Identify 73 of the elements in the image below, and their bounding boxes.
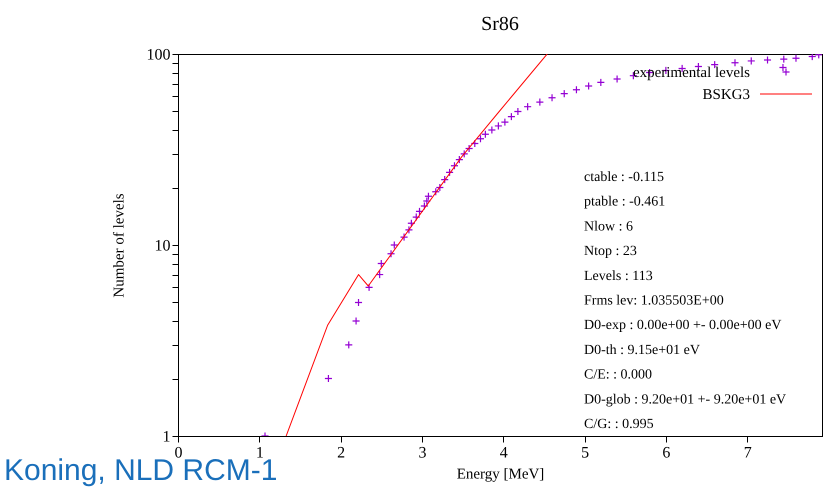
point [488,126,496,134]
line-series [286,54,548,436]
point [422,196,431,206]
x-tick-label: 1 [256,444,264,462]
annotation: Levels : 113 [584,268,653,284]
x-tick-label: 3 [418,444,426,462]
x-axis-title: Energy [MeV] [456,466,544,482]
point [386,250,396,258]
point [464,144,474,153]
point [460,150,468,158]
point [376,270,384,279]
annotation: ptable : -0.461 [584,194,666,210]
point [407,219,416,228]
point [747,56,756,66]
point [584,82,593,90]
annotation: Nlow : 6 [584,219,633,234]
point [324,374,333,383]
annotation: ctable : -0.115 [584,170,664,185]
point [494,122,503,130]
point [450,162,459,170]
point [476,134,485,143]
annotation: Ntop : 23 [584,244,637,260]
x-tick-label: 5 [581,444,590,462]
annotation: D0-exp : 0.00e+00 +- 0.00e+00 eV [584,318,782,334]
chart-title: Sr86 [481,13,519,35]
point [612,74,622,84]
x-tick-label: 2 [337,444,346,462]
point [780,54,788,64]
point [415,207,424,216]
point [792,54,800,62]
point [432,188,440,196]
y-tick-label: 100 [146,46,170,64]
annotation: D0-th : 9.15e+01 eV [584,342,700,358]
point [352,316,360,326]
annotation: D0-glob : 9.20e+01 +- 9.20e+01 eV [584,392,786,408]
point [412,212,420,222]
point [730,58,740,67]
point [364,283,374,292]
point [536,98,544,106]
annotation: C/E: : 0.000 [584,368,652,383]
x-tick-label: 4 [500,444,508,462]
x-tick-label: 6 [662,444,670,462]
point [445,168,454,177]
point [481,130,490,138]
point [500,118,510,126]
point [808,54,816,61]
annotation: C/G: : 0.995 [584,417,654,432]
point [377,259,386,268]
point [344,340,353,350]
point [400,232,408,242]
y-tick-label: 1 [162,428,170,446]
y-tick-label: 10 [154,238,170,254]
point [424,192,433,200]
point [436,183,444,192]
point [354,298,363,307]
point [390,240,398,250]
point [560,90,568,98]
annotation: Frms lev: 1.035503E+00 [584,294,724,308]
point [455,155,464,164]
point [524,102,532,111]
x-tick-label: 7 [744,444,752,462]
point [596,78,605,87]
y-axis-title: Number of levels [112,193,128,298]
point [763,56,772,64]
point [507,112,516,121]
point [514,107,522,116]
point [420,202,429,210]
point [470,139,479,148]
legend-label: BSKG3 [702,87,750,103]
point [404,226,414,234]
point [548,94,556,102]
point [440,175,449,184]
point [572,86,581,94]
